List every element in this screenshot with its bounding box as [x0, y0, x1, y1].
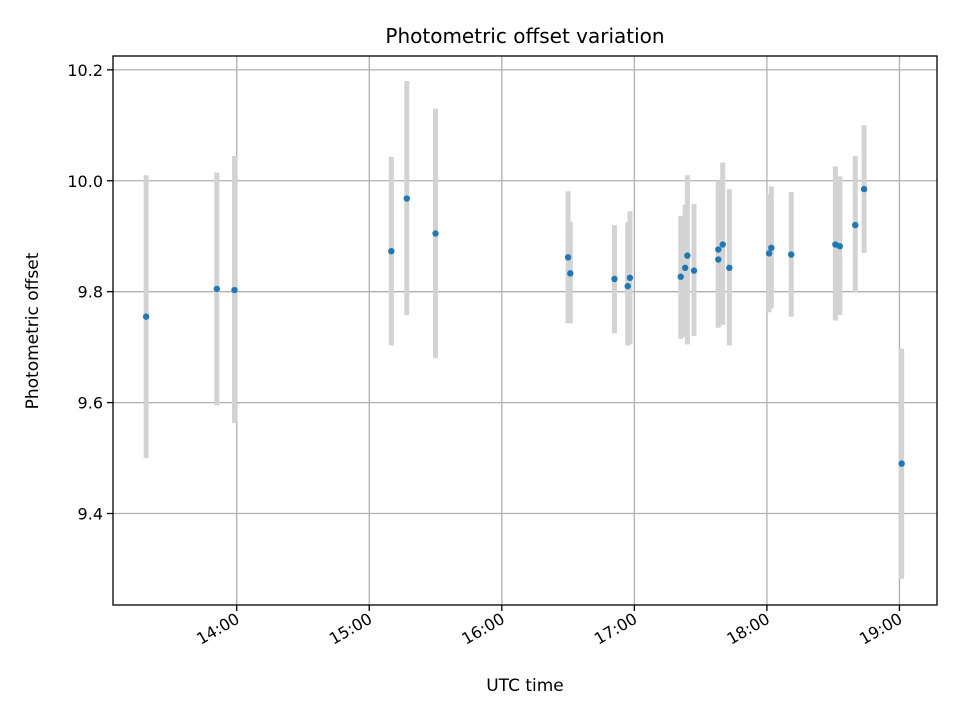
data-point [898, 460, 905, 467]
data-point [684, 252, 691, 259]
data-point [231, 286, 238, 294]
y-axis: 9.4 9.6 9.8 10.0 10.2 [67, 61, 113, 524]
y-tick-label: 10.0 [67, 172, 103, 191]
data-point [388, 248, 395, 255]
data-point [768, 244, 775, 252]
data-point [432, 230, 439, 237]
point-layer [142, 185, 905, 467]
data-point [624, 282, 631, 290]
data-point [564, 254, 572, 261]
data-point [715, 246, 722, 253]
data-point [677, 273, 684, 280]
data-point [567, 270, 574, 277]
data-point [852, 221, 859, 229]
y-tick-label: 10.2 [67, 61, 103, 80]
data-point [403, 195, 411, 202]
data-point [690, 267, 698, 274]
plot-frame [112, 55, 938, 606]
data-point [726, 264, 733, 272]
data-point [836, 243, 843, 250]
y-axis-title: Photometric offset [23, 252, 43, 409]
data-point [611, 275, 618, 283]
data-point [787, 251, 795, 258]
grid-layer [113, 56, 937, 605]
y-tick-label: 9.4 [78, 505, 103, 524]
y-tick-label: 9.8 [78, 283, 103, 302]
data-point [860, 185, 868, 193]
data-point [626, 274, 634, 282]
data-point [765, 250, 773, 257]
data-point [681, 264, 689, 272]
data-point [719, 241, 726, 248]
data-point [715, 256, 722, 263]
data-point [213, 285, 221, 293]
x-axis-title: UTC time [486, 676, 564, 696]
data-point [142, 313, 150, 320]
chart-title: Photometric offset variation [385, 24, 664, 48]
y-tick-label: 9.6 [78, 394, 103, 413]
